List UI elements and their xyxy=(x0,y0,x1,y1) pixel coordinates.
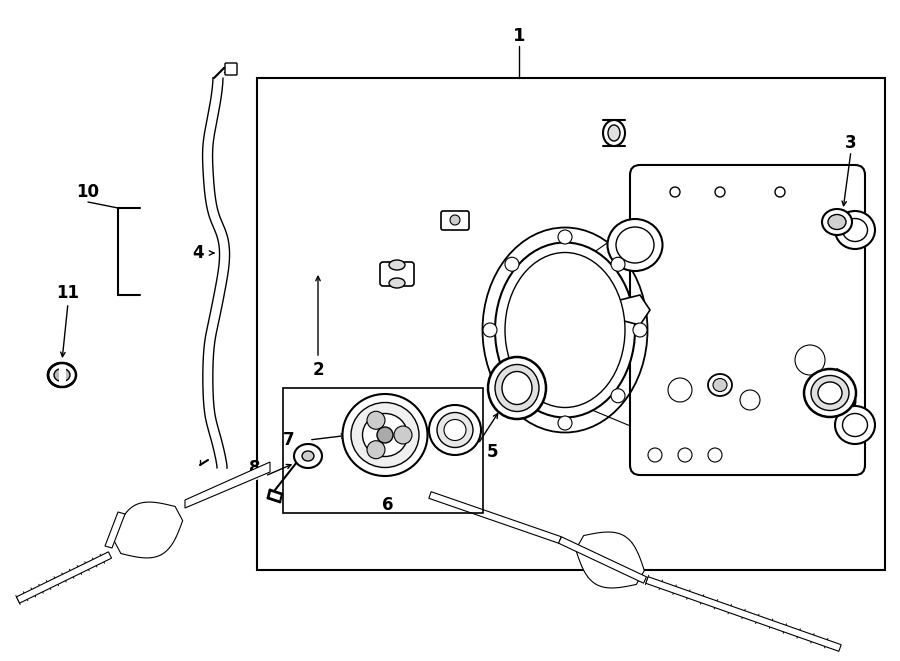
Circle shape xyxy=(740,390,760,410)
Ellipse shape xyxy=(302,451,314,461)
Circle shape xyxy=(505,389,519,403)
Text: 7: 7 xyxy=(284,431,295,449)
Circle shape xyxy=(633,323,647,337)
FancyBboxPatch shape xyxy=(225,63,237,75)
Ellipse shape xyxy=(48,363,76,387)
Ellipse shape xyxy=(389,278,405,288)
FancyBboxPatch shape xyxy=(630,165,865,475)
Circle shape xyxy=(505,257,519,271)
Ellipse shape xyxy=(54,368,70,381)
Polygon shape xyxy=(202,78,230,468)
Ellipse shape xyxy=(822,209,852,235)
Polygon shape xyxy=(16,552,112,603)
Ellipse shape xyxy=(616,227,654,263)
Ellipse shape xyxy=(842,219,868,241)
Circle shape xyxy=(367,411,385,429)
Text: 4: 4 xyxy=(193,244,203,262)
Polygon shape xyxy=(646,576,842,651)
Ellipse shape xyxy=(505,253,625,407)
Ellipse shape xyxy=(444,420,466,440)
Circle shape xyxy=(775,187,785,197)
Text: 11: 11 xyxy=(57,284,79,302)
Ellipse shape xyxy=(818,382,842,404)
Ellipse shape xyxy=(294,444,322,468)
Circle shape xyxy=(708,448,722,462)
Ellipse shape xyxy=(437,412,473,447)
Ellipse shape xyxy=(708,374,732,396)
Ellipse shape xyxy=(351,403,419,467)
Ellipse shape xyxy=(608,219,662,271)
Ellipse shape xyxy=(811,375,849,410)
Circle shape xyxy=(715,187,725,197)
Circle shape xyxy=(648,448,662,462)
Polygon shape xyxy=(429,492,561,543)
Ellipse shape xyxy=(835,406,875,444)
Circle shape xyxy=(611,257,625,271)
Circle shape xyxy=(377,427,393,443)
Ellipse shape xyxy=(495,243,635,418)
Ellipse shape xyxy=(343,394,427,476)
Ellipse shape xyxy=(363,414,408,457)
Text: 9: 9 xyxy=(845,394,857,412)
Ellipse shape xyxy=(495,364,539,412)
Ellipse shape xyxy=(804,369,856,417)
Text: 8: 8 xyxy=(249,459,261,477)
Circle shape xyxy=(367,441,385,459)
Ellipse shape xyxy=(488,357,546,419)
Text: 2: 2 xyxy=(312,361,324,379)
Bar xyxy=(257,78,885,570)
Text: 6: 6 xyxy=(382,496,394,514)
Polygon shape xyxy=(185,462,270,508)
Text: 10: 10 xyxy=(76,183,100,201)
Text: 5: 5 xyxy=(487,443,499,461)
Ellipse shape xyxy=(502,371,532,405)
Polygon shape xyxy=(113,502,183,558)
Ellipse shape xyxy=(842,414,868,436)
Text: 3: 3 xyxy=(845,134,857,152)
Circle shape xyxy=(795,345,825,375)
Ellipse shape xyxy=(429,405,481,455)
Circle shape xyxy=(394,426,412,444)
Circle shape xyxy=(668,378,692,402)
Circle shape xyxy=(558,230,572,244)
Circle shape xyxy=(558,416,572,430)
Ellipse shape xyxy=(608,125,620,141)
FancyBboxPatch shape xyxy=(441,211,469,230)
Circle shape xyxy=(670,187,680,197)
Polygon shape xyxy=(105,512,125,548)
Ellipse shape xyxy=(713,379,727,391)
Circle shape xyxy=(483,323,497,337)
Ellipse shape xyxy=(603,120,625,146)
Circle shape xyxy=(611,389,625,403)
Circle shape xyxy=(678,448,692,462)
Ellipse shape xyxy=(389,260,405,270)
Polygon shape xyxy=(559,537,646,583)
Polygon shape xyxy=(576,532,644,588)
Polygon shape xyxy=(600,295,650,325)
Text: 1: 1 xyxy=(513,27,526,45)
Bar xyxy=(283,388,483,513)
Ellipse shape xyxy=(828,215,846,229)
Circle shape xyxy=(450,215,460,225)
Ellipse shape xyxy=(835,211,875,249)
FancyBboxPatch shape xyxy=(380,262,414,286)
